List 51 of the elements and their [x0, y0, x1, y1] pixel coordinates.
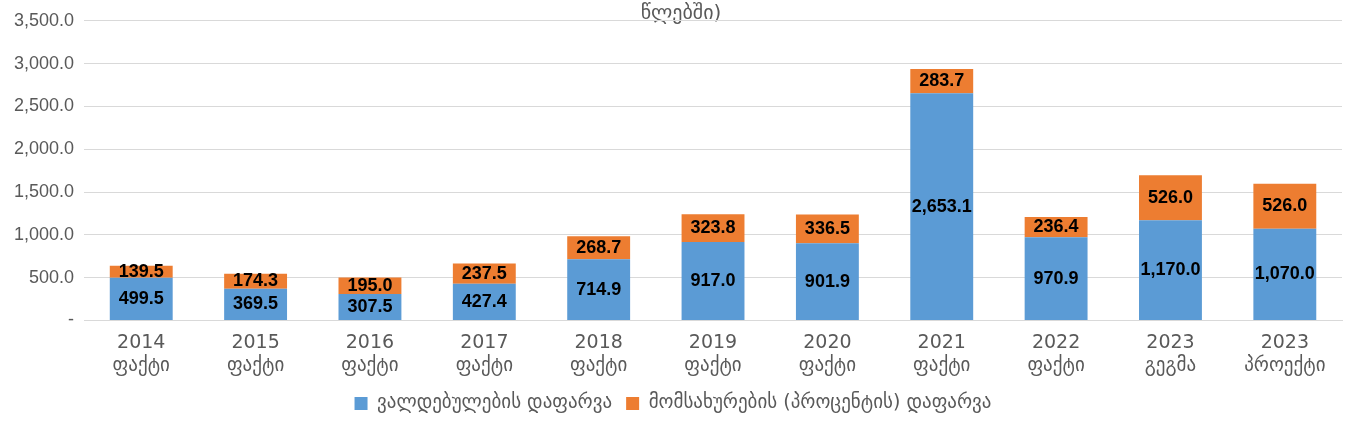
y-tick-label: - — [68, 309, 75, 330]
data-label: 237.5 — [461, 262, 507, 283]
y-tick-label: 1,500.0 — [13, 180, 75, 201]
data-label: 1,170.0 — [1140, 259, 1201, 280]
data-label: 236.4 — [1033, 216, 1079, 237]
y-tick-label: 2,500.0 — [13, 95, 75, 116]
bar — [681, 241, 745, 320]
x-tick-label: 2023 პროექტი — [1244, 329, 1326, 376]
x-tick-label: 2014 ფაქტი — [112, 329, 170, 376]
bar — [1024, 237, 1088, 320]
x-tick-label: 2017 ფაქტი — [455, 329, 513, 376]
y-tick-label: 500.0 — [29, 266, 75, 287]
data-label: 268.7 — [576, 236, 622, 257]
y-tick-label: 3,500.0 — [13, 9, 75, 30]
x-tick-label: 2018 ფაქტი — [570, 329, 628, 376]
bar — [910, 93, 974, 320]
data-label: 970.9 — [1033, 267, 1079, 288]
legend-label: ვალდებულების დაფარვა — [377, 390, 613, 414]
data-label: 1,070.0 — [1254, 263, 1315, 284]
y-tick-label: 1,000.0 — [13, 223, 75, 244]
data-label: 499.5 — [118, 287, 164, 308]
x-tick-label: 2016 ფაქტი — [341, 329, 399, 376]
data-label: 174.3 — [233, 270, 279, 291]
data-label: 2,653.1 — [911, 195, 972, 216]
data-label: 323.8 — [690, 217, 736, 238]
data-label: 307.5 — [347, 295, 393, 316]
x-tick-label: 2020 ფაქტი — [798, 329, 857, 376]
data-label: 283.7 — [919, 70, 965, 91]
data-label: 526.0 — [1147, 186, 1193, 207]
bar — [1139, 220, 1202, 320]
x-tick-label: 2015 ფაქტი — [226, 329, 285, 376]
chart-title: წლებში) — [640, 0, 722, 24]
data-label: 427.4 — [461, 290, 507, 311]
y-tick-label: 2,000.0 — [13, 138, 75, 159]
data-label: 369.5 — [233, 293, 279, 314]
bar — [795, 243, 859, 320]
x-tick-label: 2022 ფაქტი — [1027, 329, 1085, 376]
data-label: 714.9 — [576, 278, 622, 299]
x-tick-label: 2019 ფაქტი — [684, 329, 742, 376]
data-label: 139.5 — [118, 260, 164, 281]
x-tick-label: 2023 გეგმა — [1144, 329, 1197, 376]
data-label: 917.0 — [690, 269, 736, 290]
data-label: 901.9 — [804, 270, 850, 291]
data-label: 336.5 — [804, 217, 850, 238]
bar — [1253, 228, 1317, 320]
x-tick-label: 2021 ფაქტი — [913, 329, 971, 376]
bar — [567, 259, 631, 320]
y-tick-label: 3,000.0 — [13, 52, 75, 73]
data-label: 526.0 — [1262, 195, 1308, 216]
data-label: 195.0 — [347, 274, 393, 295]
legend-label: მომსახურების (პროცენტის) დაფარვა — [648, 390, 992, 414]
